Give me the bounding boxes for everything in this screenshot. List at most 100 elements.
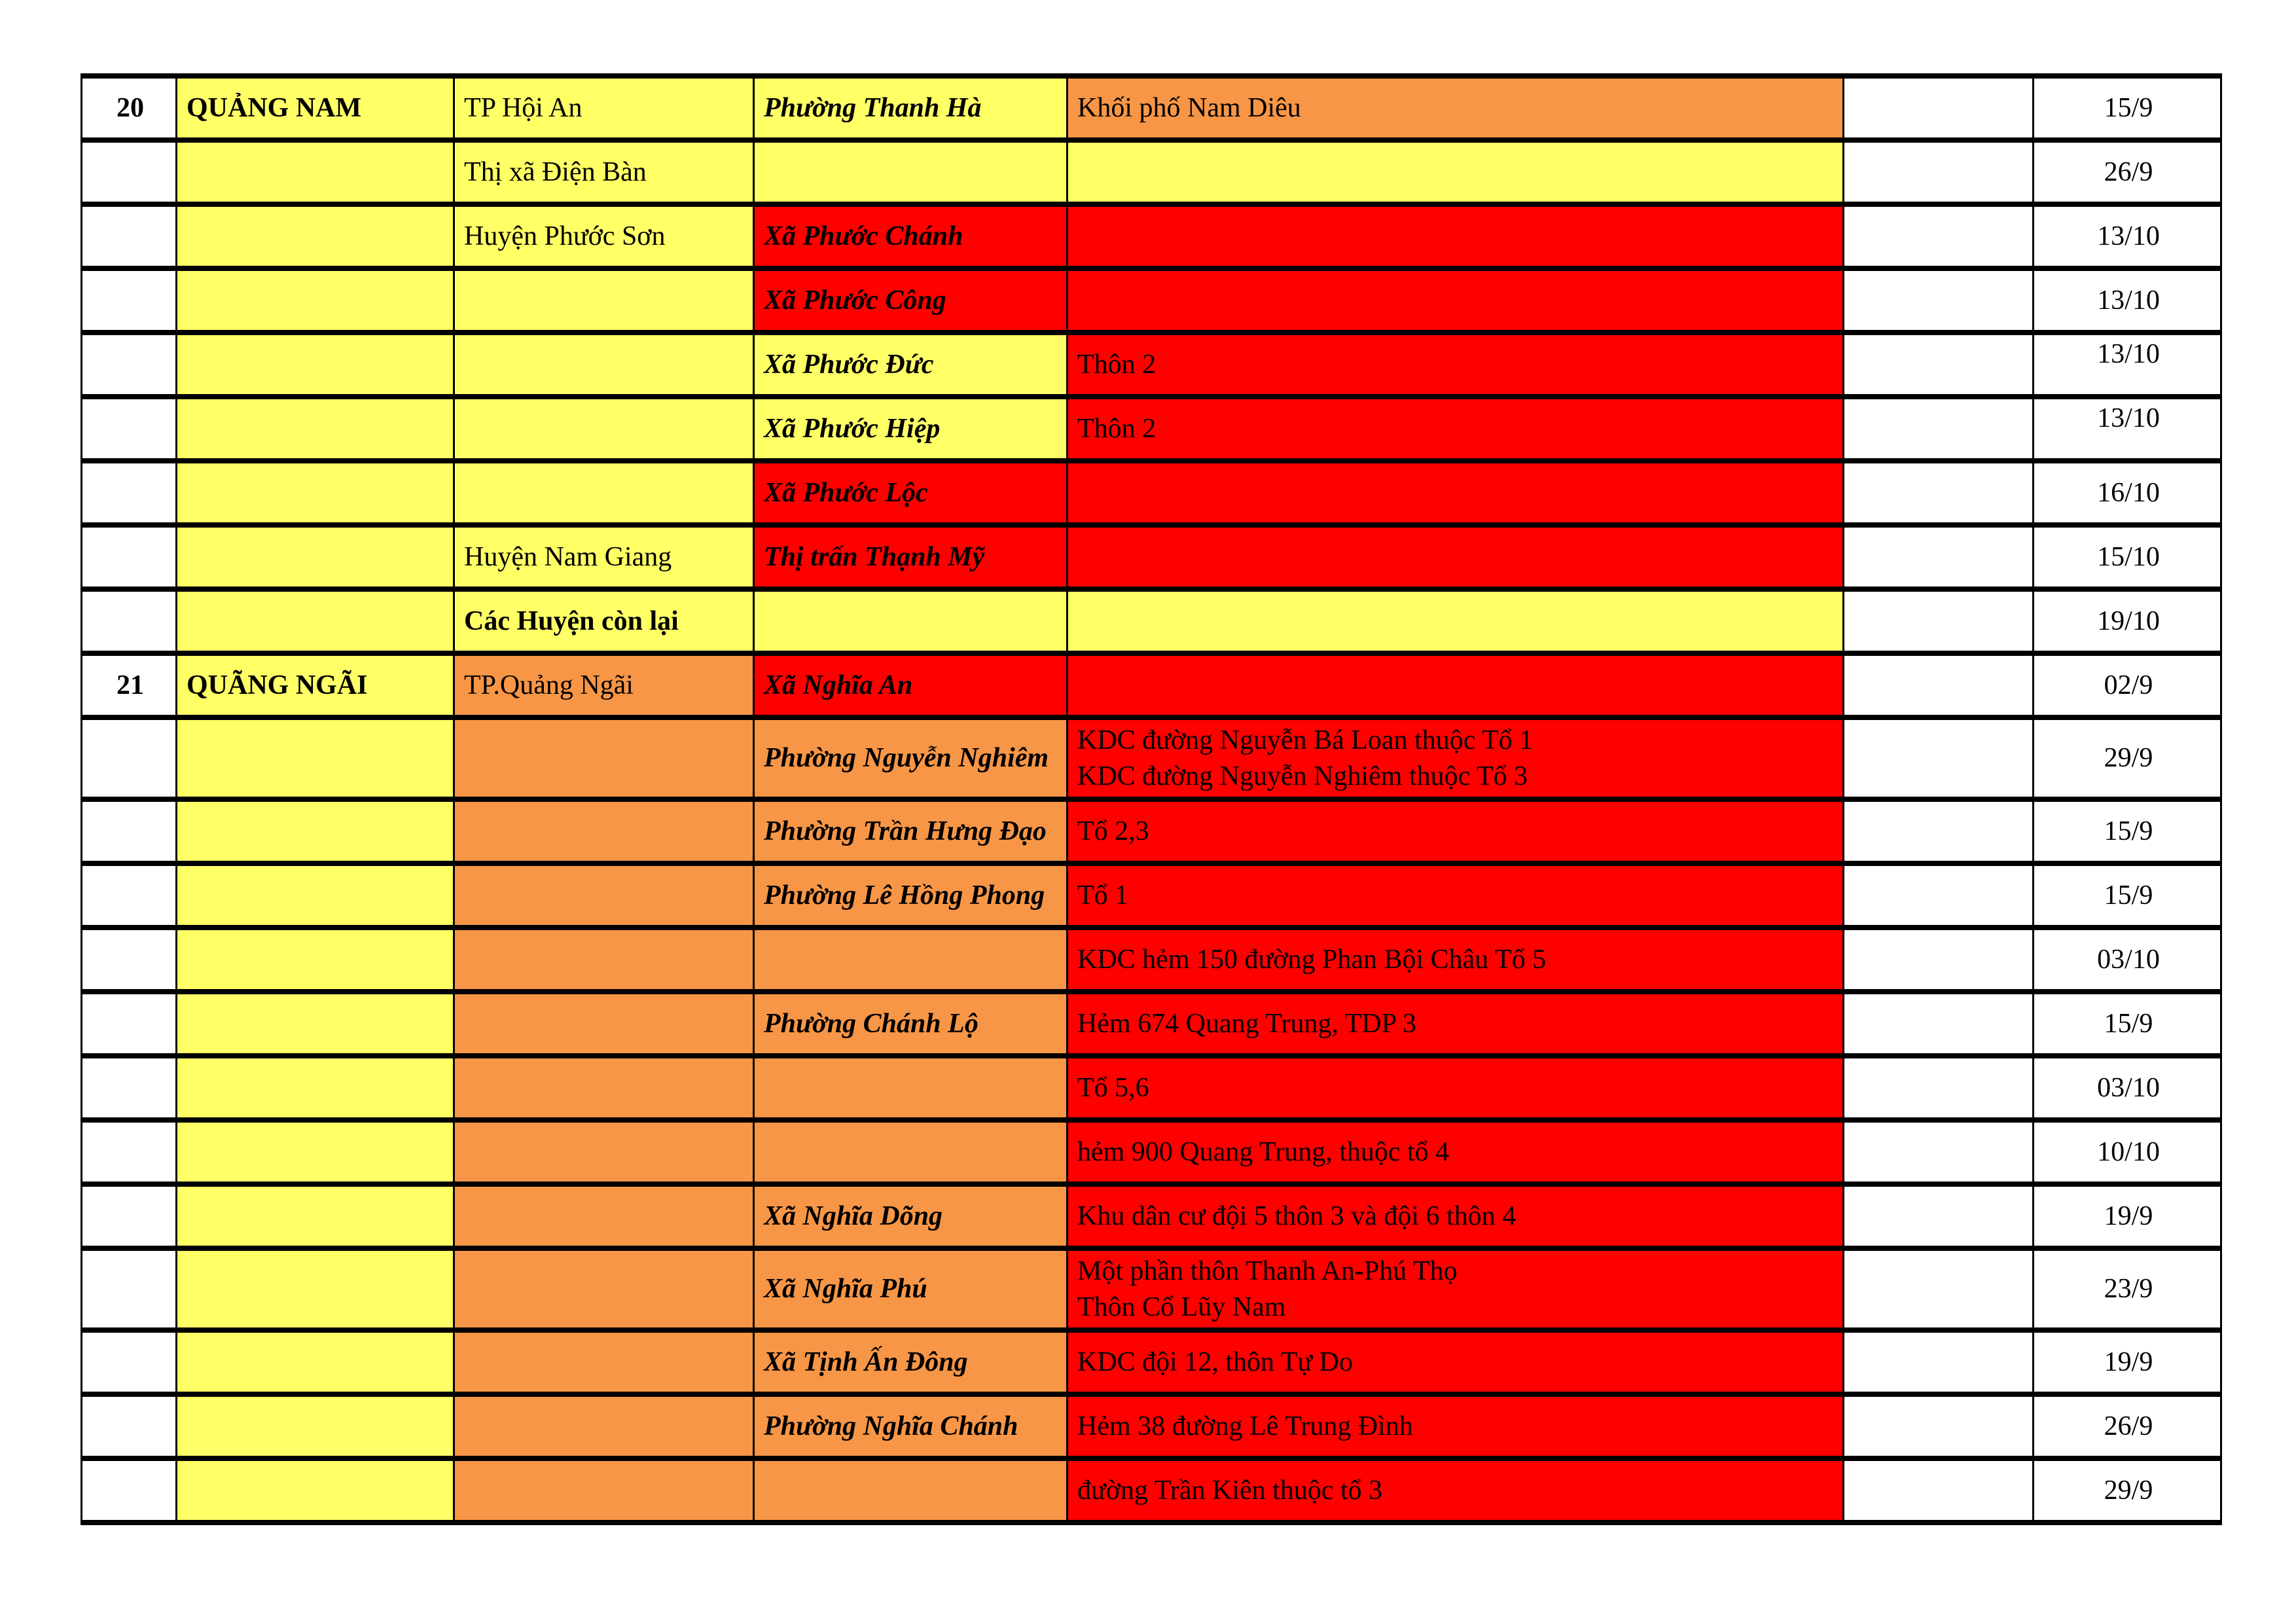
- cell-district-row6: [453, 394, 755, 463]
- cell-detail-row11: KDC đường Nguyễn Bá Loan thuộc Tổ 1 KDC …: [1066, 714, 1844, 803]
- cell-gap-row14: [1842, 925, 2034, 995]
- cell-district-row7: [453, 458, 755, 528]
- cell-province-row10: QUÃNG NGÃI: [175, 651, 455, 720]
- cell-detail-row15: Hẻm 674 Quang Trung, TDP 3: [1066, 989, 1844, 1059]
- cell-detail-row16: Tổ 5,6: [1066, 1053, 1844, 1123]
- cell-detail-row10: [1066, 651, 1844, 720]
- cell-gap-row2: [1842, 137, 2034, 207]
- cell-date-row9: 19/10: [2032, 586, 2222, 656]
- cell-no-row5: [81, 330, 177, 399]
- cell-ward-row4: Xã Phước Công: [753, 266, 1068, 335]
- cell-gap-row16: [1842, 1053, 2034, 1123]
- cell-gap-row5: [1842, 330, 2034, 399]
- cell-detail-row18: Khu dân cư đội 5 thôn 3 và đội 6 thôn 4: [1066, 1182, 1844, 1252]
- cell-district-row14: [453, 925, 755, 995]
- cell-date-row1: 15/9: [2032, 73, 2222, 143]
- cell-gap-row11: [1842, 714, 2034, 803]
- cell-province-row3: [175, 202, 455, 271]
- cell-detail-row22: đường Trần Kiên thuộc tổ 3: [1066, 1456, 1844, 1526]
- cell-detail-row17: hẻm 900 Quang Trung, thuộc tổ 4: [1066, 1117, 1844, 1187]
- cell-detail-row3: [1066, 202, 1844, 271]
- cell-district-row5: [453, 330, 755, 399]
- cell-date-row17: 10/10: [2032, 1117, 2222, 1187]
- cell-date-row11: 29/9: [2032, 714, 2222, 803]
- cell-gap-row7: [1842, 458, 2034, 528]
- cell-date-row4: 13/10: [2032, 266, 2222, 335]
- cell-detail-row12: Tổ 2,3: [1066, 797, 1844, 867]
- cell-no-row7: [81, 458, 177, 528]
- table-row: Phường Nghĩa Chánh Hẻm 38 đường Lê Trung …: [81, 1392, 2222, 1462]
- cell-province-row13: [175, 861, 455, 931]
- table-row: Thị xã Điện Bàn 26/9: [81, 137, 2222, 207]
- table-row: Phường Trần Hưng Đạo Tổ 2,3 15/9: [81, 797, 2222, 867]
- cell-district-row18: [453, 1182, 755, 1252]
- cell-no-row18: [81, 1182, 177, 1252]
- cell-no-row2: [81, 137, 177, 207]
- cell-district-row19: [453, 1246, 755, 1333]
- table-row: Xã Phước Công 13/10: [81, 266, 2222, 335]
- table-row: KDC hẻm 150 đường Phan Bội Châu Tổ 5 03/1…: [81, 925, 2222, 995]
- cell-district-row17: [453, 1117, 755, 1187]
- table-row: Xã Nghĩa Phú Một phần thôn Thanh An-Phú T…: [81, 1246, 2222, 1333]
- cell-no-row6: [81, 394, 177, 463]
- cell-detail-row14: KDC hẻm 150 đường Phan Bội Châu Tổ 5: [1066, 925, 1844, 995]
- cell-date-row5: 13/10: [2032, 330, 2222, 399]
- cell-province-row1: QUẢNG NAM: [175, 73, 455, 143]
- cell-district-row3: Huyện Phước Sơn: [453, 202, 755, 271]
- cell-district-row2: Thị xã Điện Bàn: [453, 137, 755, 207]
- cell-gap-row3: [1842, 202, 2034, 271]
- table-row: Các Huyện còn lại 19/10: [81, 586, 2222, 656]
- cell-gap-row8: [1842, 522, 2034, 592]
- table-row: Huyện Nam Giang Thị trấn Thạnh Mỹ 15/10: [81, 522, 2222, 592]
- cell-no-row21: [81, 1392, 177, 1462]
- cell-gap-row20: [1842, 1327, 2034, 1398]
- cell-province-row4: [175, 266, 455, 335]
- table-row: Xã Phước Đức Thôn 2 13/10: [81, 330, 2222, 399]
- cell-date-row15: 15/9: [2032, 989, 2222, 1059]
- cell-district-row22: [453, 1456, 755, 1526]
- table-row: Tổ 5,6 03/10: [81, 1053, 2222, 1123]
- cell-no-row8: [81, 522, 177, 592]
- cell-province-row22: [175, 1456, 455, 1526]
- table-row: Xã Phước Lộc 16/10: [81, 458, 2222, 528]
- cell-detail-row1: Khối phố Nam Diêu: [1066, 73, 1844, 143]
- cell-gap-row19: [1842, 1246, 2034, 1333]
- cell-detail-row13: Tổ 1: [1066, 861, 1844, 931]
- cell-district-row9: Các Huyện còn lại: [453, 586, 755, 656]
- cell-no-row11: [81, 714, 177, 803]
- cell-ward-row19: Xã Nghĩa Phú: [753, 1246, 1068, 1333]
- cell-province-row12: [175, 797, 455, 867]
- cell-ward-row14: [753, 925, 1068, 995]
- cell-gap-row13: [1842, 861, 2034, 931]
- cell-no-row15: [81, 989, 177, 1059]
- cell-ward-row5: Xã Phước Đức: [753, 330, 1068, 399]
- cell-district-row8: Huyện Nam Giang: [453, 522, 755, 592]
- cell-ward-row11: Phường Nguyễn Nghiêm: [753, 714, 1068, 803]
- table-row: 20 QUẢNG NAM TP Hội An Phường Thanh Hà Khối …: [81, 73, 2222, 143]
- cell-district-row16: [453, 1053, 755, 1123]
- cell-province-row17: [175, 1117, 455, 1187]
- cell-ward-row15: Phường Chánh Lộ: [753, 989, 1068, 1059]
- cell-province-row20: [175, 1327, 455, 1398]
- cell-district-row12: [453, 797, 755, 867]
- cell-date-row16: 03/10: [2032, 1053, 2222, 1123]
- table-body: 20 QUẢNG NAM TP Hội An Phường Thanh Hà Khối …: [81, 73, 2222, 1526]
- cell-province-row6: [175, 394, 455, 463]
- table-row: hẻm 900 Quang Trung, thuộc tổ 4 10/10: [81, 1117, 2222, 1187]
- cell-province-row5: [175, 330, 455, 399]
- cell-ward-row21: Phường Nghĩa Chánh: [753, 1392, 1068, 1462]
- cell-date-row10: 02/9: [2032, 651, 2222, 720]
- cell-date-row13: 15/9: [2032, 861, 2222, 931]
- cell-date-row21: 26/9: [2032, 1392, 2222, 1462]
- cell-district-row21: [453, 1392, 755, 1462]
- cell-gap-row15: [1842, 989, 2034, 1059]
- cell-date-row18: 19/9: [2032, 1182, 2222, 1252]
- cell-district-row10: TP.Quảng Ngãi: [453, 651, 755, 720]
- cell-province-row2: [175, 137, 455, 207]
- table-row: Phường Chánh Lộ Hẻm 674 Quang Trung, TDP …: [81, 989, 2222, 1059]
- cell-province-row19: [175, 1246, 455, 1333]
- cell-gap-row17: [1842, 1117, 2034, 1187]
- cell-province-row15: [175, 989, 455, 1059]
- cell-province-row16: [175, 1053, 455, 1123]
